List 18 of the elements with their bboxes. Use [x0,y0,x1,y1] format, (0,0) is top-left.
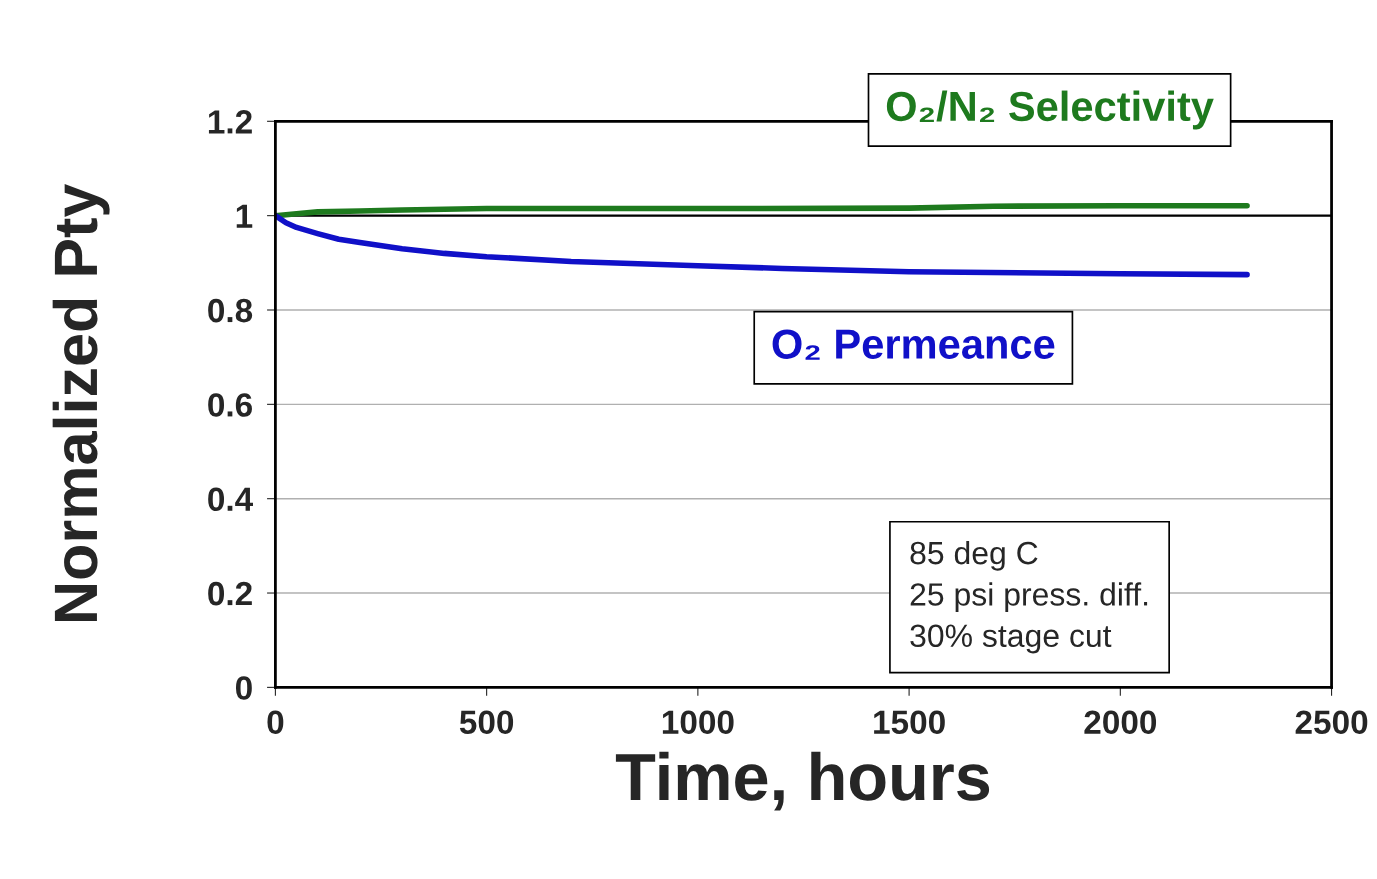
y-tick-label: 0.8 [208,298,253,323]
series-label: O₂/N₂ Selectivity [886,90,1214,130]
series-label: O₂ Permeance [772,329,1055,360]
x-tick-label: 1000 [662,710,734,735]
x-axis-title: Time, hours [615,751,990,811]
y-axis-title: Normalized Pty [52,183,110,621]
annotation: 85 deg C 25 psi press. diff. 30% stage cut [910,540,1148,654]
x-tick-label: 1500 [874,710,945,735]
x-tick-label: 2000 [1084,710,1157,735]
x-tick-label: 500 [459,710,514,735]
x-tick-label: 0 [267,710,284,735]
y-tick-label: 0.2 [208,581,252,606]
y-tick-label: 1.2 [208,110,252,134]
y-tick-label: 0.6 [208,393,252,417]
x-tick-label: 2500 [1295,710,1368,735]
y-tick-label: 0.4 [208,487,253,512]
y-tick-label: 1 [236,204,253,228]
y-tick-label: 0 [235,676,252,700]
